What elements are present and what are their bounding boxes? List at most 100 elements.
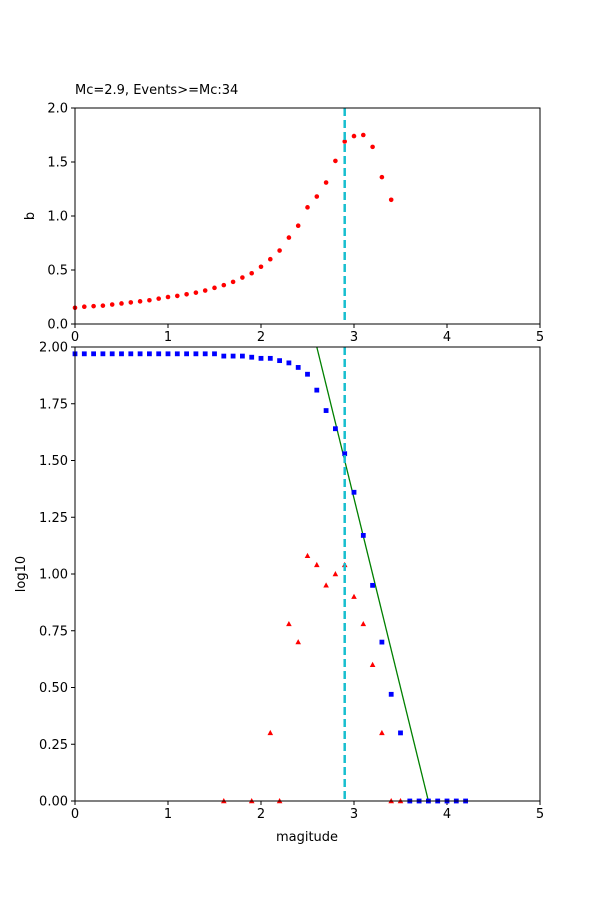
- data-point: [81, 351, 87, 357]
- data-point: [267, 729, 274, 736]
- data-point: [295, 223, 301, 229]
- data-point: [267, 355, 273, 361]
- y-tick-label: 0.75: [39, 624, 68, 639]
- x-tick-label: 0: [71, 330, 79, 345]
- data-point: [304, 552, 311, 559]
- data-point: [109, 302, 115, 307]
- data-point: [212, 351, 217, 357]
- data-point: [369, 661, 376, 667]
- data-point: [277, 248, 282, 253]
- data-point: [91, 351, 96, 357]
- data-point: [240, 353, 245, 359]
- y-tick-label: 1.5: [47, 156, 68, 171]
- x-tick-label: 4: [443, 330, 451, 345]
- data-point: [165, 294, 171, 300]
- x-tick-label: 2: [257, 807, 265, 822]
- log10-panel: magitude log10 0 1 2 3 4 5 0.00 0.25 0.50 0.75 1.0…: [14, 341, 544, 846]
- x-tick-label: 5: [536, 330, 544, 345]
- data-point: [351, 593, 357, 599]
- x-tick-label: 2: [257, 330, 265, 345]
- data-point: [286, 235, 292, 240]
- data-point: [174, 351, 180, 357]
- data-point: [119, 301, 124, 306]
- data-point: [268, 256, 273, 262]
- data-point: [333, 158, 338, 164]
- y-tick-label: 1.50: [39, 454, 68, 469]
- fit-line: [316, 346, 430, 802]
- data-point: [137, 351, 143, 357]
- data-point: [240, 275, 245, 280]
- y-tick-label: 1.75: [39, 397, 68, 412]
- data-point: [202, 351, 208, 357]
- x-tick-label: 3: [350, 807, 358, 822]
- data-point: [314, 387, 320, 393]
- data-point: [147, 351, 152, 357]
- data-point: [100, 303, 106, 308]
- bottom-panel-ylabel: log10: [14, 556, 29, 592]
- data-point: [379, 729, 385, 736]
- x-tick-label: 1: [164, 330, 172, 345]
- data-point: [91, 303, 96, 309]
- data-point: [156, 296, 161, 301]
- data-point: [361, 132, 366, 138]
- data-point: [360, 620, 367, 627]
- data-point: [332, 571, 339, 577]
- top-panel-ylabel: b: [23, 212, 38, 220]
- y-tick-label: 2.0: [47, 102, 68, 117]
- data-point: [128, 300, 134, 305]
- y-tick-label: 0.00: [39, 795, 68, 810]
- data-point: [137, 299, 143, 304]
- data-point: [147, 297, 152, 303]
- data-point: [314, 194, 320, 199]
- data-point: [398, 730, 403, 736]
- data-point: [277, 358, 282, 364]
- data-point: [295, 639, 301, 645]
- data-point: [286, 620, 292, 627]
- data-point: [295, 365, 301, 370]
- data-point: [305, 371, 310, 377]
- data-point: [221, 282, 227, 288]
- data-point: [305, 205, 310, 210]
- top-panel-marks: [72, 108, 394, 324]
- data-point: [342, 139, 348, 144]
- top-panel-title: Mc=2.9, Events>=Mc:34: [75, 83, 238, 98]
- data-point: [342, 451, 348, 457]
- data-point: [370, 582, 375, 588]
- data-point: [258, 264, 264, 270]
- top-panel-frame: [74, 107, 541, 325]
- bottom-panel-xlabel: magitude: [276, 830, 338, 845]
- data-point: [286, 360, 292, 366]
- y-tick-label: 0.0: [47, 318, 68, 333]
- data-point: [249, 354, 255, 360]
- y-tick-label: 0.5: [47, 264, 68, 279]
- data-point: [175, 293, 180, 299]
- data-point: [184, 292, 189, 297]
- x-tick-label: 5: [536, 807, 544, 822]
- data-point: [109, 351, 115, 357]
- data-point: [165, 351, 171, 357]
- data-point: [202, 288, 208, 293]
- y-tick-label: 1.00: [39, 568, 68, 583]
- data-point: [193, 351, 199, 357]
- y-tick-label: 0.25: [39, 738, 68, 753]
- data-point: [230, 279, 236, 285]
- y-tick-label: 2.00: [39, 341, 68, 356]
- data-point: [370, 144, 375, 150]
- x-tick-label: 3: [350, 330, 358, 345]
- y-tick-label: 0.50: [39, 681, 68, 696]
- data-point: [184, 351, 189, 357]
- data-point: [156, 351, 162, 357]
- data-point: [119, 351, 124, 357]
- data-point: [128, 351, 134, 357]
- x-tick-label: 0: [71, 807, 79, 822]
- data-point: [323, 180, 329, 185]
- data-point: [314, 561, 320, 568]
- data-point: [193, 290, 199, 295]
- data-point: [221, 353, 227, 359]
- data-point: [388, 197, 394, 203]
- data-point: [212, 285, 217, 291]
- x-tick-label: 4: [443, 807, 451, 822]
- data-point: [360, 533, 366, 538]
- top-panel-ticks: 0 1 2 3 4 5 0.0 0.5 1.0 1.5 2.0: [47, 102, 544, 346]
